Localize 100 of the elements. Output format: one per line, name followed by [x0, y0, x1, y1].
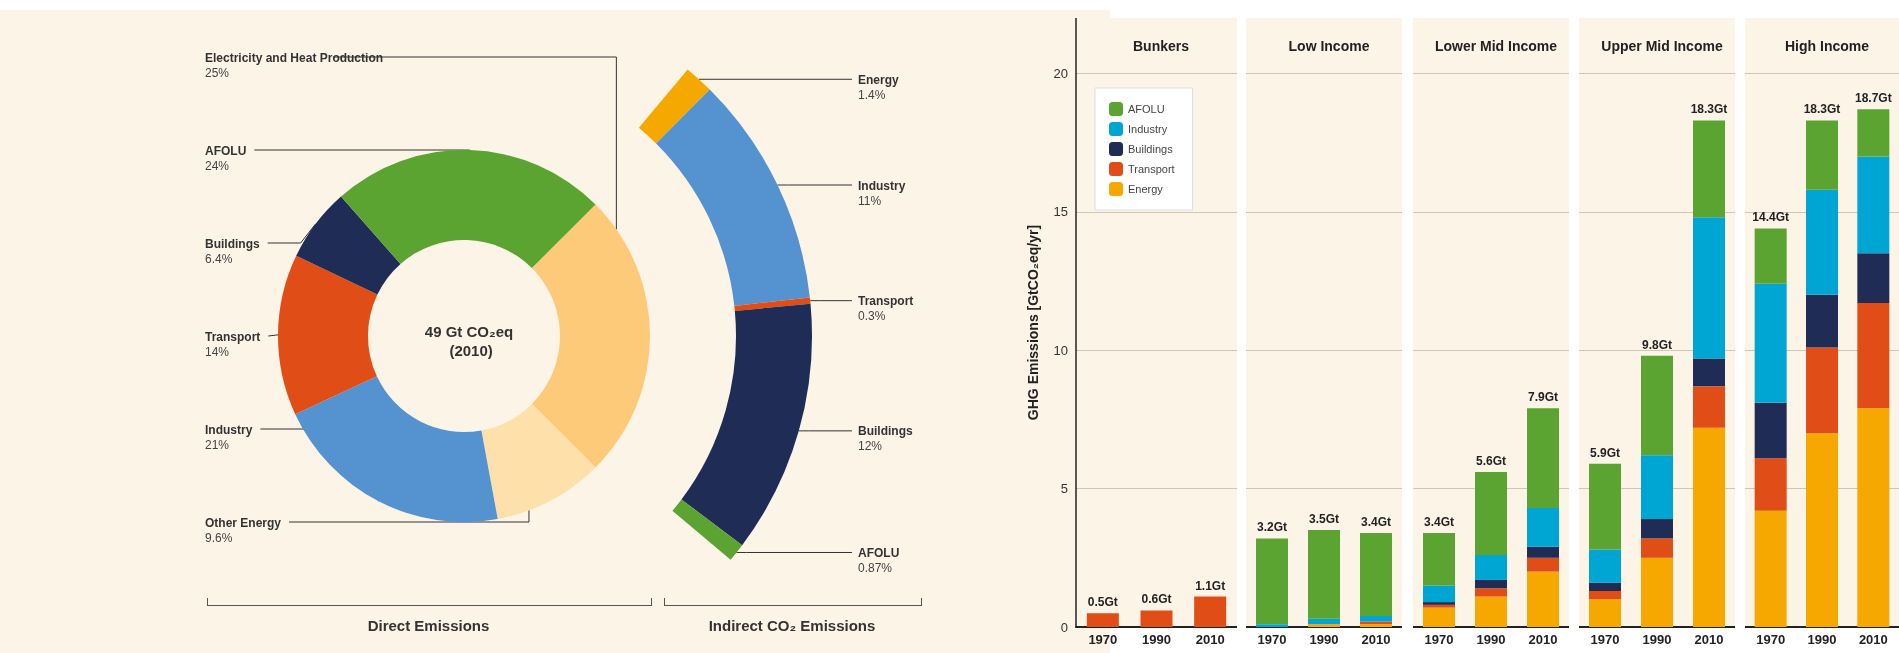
bar: [1308, 618, 1340, 625]
bar: [1256, 538, 1288, 625]
text: High Income: [1784, 38, 1870, 54]
text: 49 Gt CO₂eq (2010): [424, 323, 514, 359]
bar: [1641, 519, 1673, 539]
slice-label: AFOLU: [205, 143, 247, 158]
total-label: 1.1Gt: [1195, 578, 1226, 593]
text: Lower Mid Income: [1434, 38, 1558, 54]
bar: [1857, 253, 1890, 304]
slice-label: Buildings: [205, 236, 260, 251]
legend-label: AFOLU: [1128, 103, 1165, 115]
total-label: 0.6Gt: [1141, 592, 1172, 607]
total-label: 5.6Gt: [1475, 453, 1507, 468]
y-tick-label: 0: [1060, 619, 1068, 635]
total-label: 3.4Gt: [1423, 514, 1455, 529]
data-label: 25%: [205, 65, 230, 80]
bar: [1475, 555, 1507, 580]
x-tick-label: 2010: [1694, 632, 1724, 647]
x-tick-label: 1990: [1309, 632, 1339, 647]
bar: [1806, 120, 1838, 190]
bar: [1754, 228, 1787, 284]
x-tick-label: 1970: [1088, 632, 1118, 647]
bar: [1693, 217, 1725, 359]
total-label: 3.4Gt: [1360, 514, 1392, 529]
total-label: 5.9Gt: [1589, 445, 1621, 460]
y-axis-title: GHG Emissions [GtCO₂eq/yr]: [1025, 224, 1041, 421]
x-tick-label: 1970: [1257, 632, 1287, 647]
bar: [1806, 433, 1838, 627]
y-tick-label: 10: [1053, 342, 1068, 358]
total-label: 3.5Gt: [1308, 512, 1340, 527]
bar: [1806, 347, 1838, 434]
x-tick-label: 1970: [1756, 632, 1786, 647]
total-label: 9.8Gt: [1641, 337, 1673, 352]
data-label: 0.87%: [858, 560, 893, 575]
bar: [1423, 585, 1455, 603]
bar: [1754, 283, 1787, 403]
x-tick-label: 2010: [1858, 632, 1888, 647]
text: Indirect CO₂ Emissions: [707, 617, 877, 634]
x-tick-label: 1990: [1476, 632, 1506, 647]
x-tick-label: 2010: [1195, 632, 1225, 647]
slice-label: Transport: [858, 294, 914, 309]
bar: [1693, 120, 1725, 218]
bar: [1423, 607, 1455, 627]
bar: [1806, 189, 1838, 295]
slice-label: Energy: [858, 72, 900, 87]
bar: [1423, 532, 1455, 586]
total-label: 18.3Gt: [1690, 102, 1728, 117]
text: Upper Mid Income: [1601, 38, 1723, 54]
bar: [1857, 303, 1890, 409]
total-label: 7.9Gt: [1527, 390, 1559, 405]
slice-label: Industry: [205, 422, 253, 437]
bar: [1475, 579, 1507, 589]
legend-label: Buildings: [1128, 143, 1174, 155]
bar: [1475, 471, 1507, 556]
bar: [1693, 427, 1725, 627]
bar: [1754, 402, 1787, 459]
bar: [1693, 358, 1725, 387]
x-tick-label: 1970: [1424, 632, 1454, 647]
bar: [1857, 156, 1890, 254]
bar: [1360, 615, 1392, 622]
bar: [1806, 294, 1838, 348]
legend-label: Transport: [1128, 163, 1175, 175]
bar: [1589, 582, 1621, 592]
text: Low Income: [1288, 38, 1370, 54]
y-tick-label: 20: [1053, 65, 1068, 81]
bar: [1641, 355, 1673, 456]
data-label: 0.3%: [858, 309, 886, 324]
bar: [1308, 530, 1340, 619]
slice-label: AFOLU: [858, 545, 900, 560]
slice-label: Transport: [205, 329, 261, 344]
data-label: 24%: [205, 158, 230, 173]
data-label: 12%: [858, 439, 883, 454]
bar: [1256, 624, 1288, 627]
bar: [1641, 538, 1673, 558]
bar: [1589, 549, 1621, 583]
data-label: 6.4%: [205, 251, 233, 266]
x-tick-label: 2010: [1361, 632, 1391, 647]
x-tick-label: 2010: [1528, 632, 1558, 647]
slice-label: Electricity and Heat Production: [205, 50, 384, 65]
bar: [1754, 510, 1787, 627]
text: Direct Emissions: [366, 617, 491, 634]
y-tick-label: 5: [1060, 481, 1068, 497]
bar: [1641, 455, 1673, 520]
x-tick-label: 1970: [1590, 632, 1620, 647]
bar: [1308, 624, 1340, 627]
x-tick-label: 1990: [1142, 632, 1171, 647]
bar: [1527, 546, 1559, 558]
data-label: 21%: [205, 437, 230, 452]
y-tick-label: 15: [1053, 204, 1068, 220]
x-tick-label: 1990: [1642, 632, 1672, 647]
total-label: 3.2Gt: [1256, 520, 1288, 535]
total-label: 14.4Gt: [1752, 210, 1790, 225]
data-label: 1.4%: [858, 87, 886, 102]
bar: [1527, 408, 1559, 508]
bar: [1693, 386, 1725, 428]
slice-label: Buildings: [858, 424, 913, 439]
x-tick-label: 1990: [1807, 632, 1837, 647]
total-label: 18.7Gt: [1854, 91, 1892, 106]
legend-label: Industry: [1128, 123, 1168, 135]
data-label: 11%: [858, 193, 882, 208]
